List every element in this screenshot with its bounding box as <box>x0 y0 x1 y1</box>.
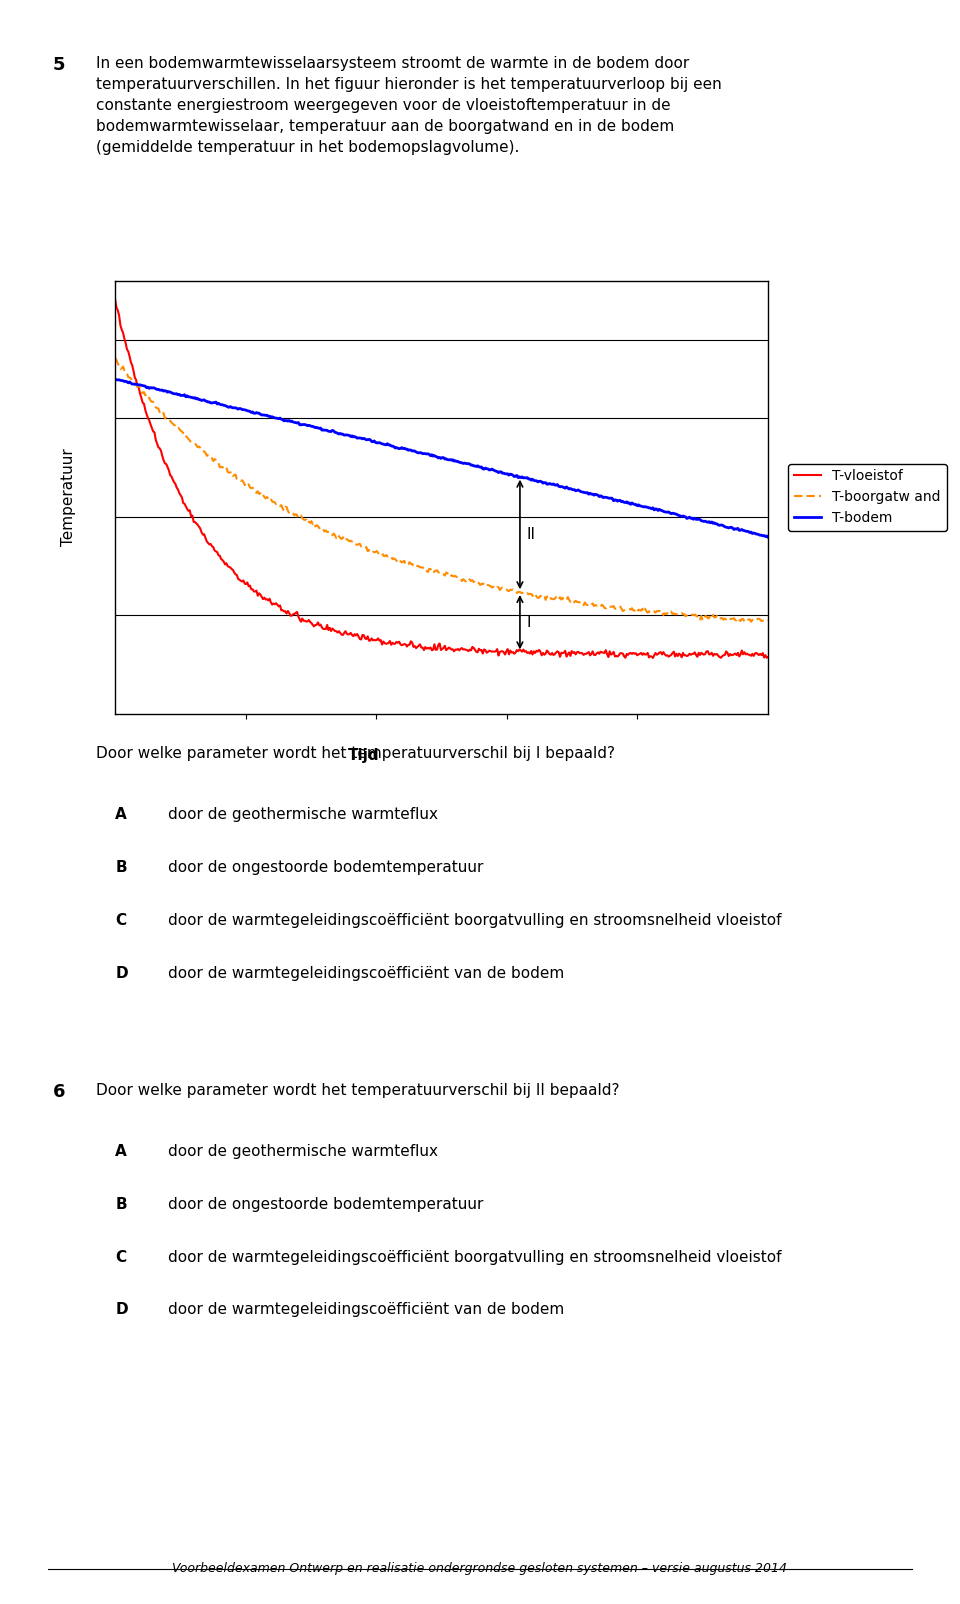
Text: Door welke parameter wordt het temperatuurverschil bij I bepaald?: Door welke parameter wordt het temperatu… <box>96 746 615 760</box>
Text: door de ongestoorde bodemtemperatuur: door de ongestoorde bodemtemperatuur <box>168 860 484 874</box>
Text: door de warmtegeleidingscoëfficiënt van de bodem: door de warmtegeleidingscoëfficiënt van … <box>168 1302 564 1317</box>
T-bodem <box>423 444 435 464</box>
Text: In een bodemwarmtewisselaarsysteem stroomt de warmte in de bodem door
temperatuu: In een bodemwarmtewisselaarsysteem stroo… <box>96 56 722 156</box>
T-bodem <box>747 525 758 544</box>
X-axis label: Tijd: Tijd <box>348 749 379 764</box>
Text: D: D <box>115 966 128 980</box>
Legend: T-vloeistof, T-boorgatw and, T-bodem: T-vloeistof, T-boorgatw and, T-bodem <box>788 464 947 531</box>
T-boorgatw and <box>644 603 656 622</box>
Text: C: C <box>115 1250 127 1264</box>
T-vloeistof <box>463 642 474 661</box>
Text: 5: 5 <box>53 56 65 74</box>
Text: door de warmtegeleidingscoëfficiënt van de bodem: door de warmtegeleidingscoëfficiënt van … <box>168 966 564 980</box>
T-boorgatw and <box>498 577 510 597</box>
T-vloeistof <box>498 643 510 662</box>
T-bodem <box>109 369 121 388</box>
T-boorgatw and <box>423 560 435 579</box>
T-boorgatw and <box>762 611 774 630</box>
Line: T-vloeistof: T-vloeistof <box>115 300 768 658</box>
Text: II: II <box>526 528 536 542</box>
T-vloeistof <box>420 637 431 656</box>
Text: door de warmtegeleidingscoëfficiënt boorgatvulling en stroomsnelheid vloeistof: door de warmtegeleidingscoëfficiënt boor… <box>168 913 781 927</box>
T-boorgatw and <box>109 348 121 367</box>
T-boorgatw and <box>420 558 431 577</box>
T-boorgatw and <box>463 569 474 589</box>
T-bodem <box>498 464 510 483</box>
Text: B: B <box>115 860 127 874</box>
T-bodem <box>644 499 656 518</box>
Text: I: I <box>526 614 531 630</box>
T-bodem <box>420 444 431 464</box>
Text: A: A <box>115 1144 127 1158</box>
T-vloeistof <box>748 646 759 666</box>
Y-axis label: Temperatuur: Temperatuur <box>61 449 76 545</box>
Text: 6: 6 <box>53 1083 65 1100</box>
T-boorgatw and <box>745 613 756 632</box>
Text: Voorbeeldexamen Ontwerp en realisatie ondergrondse gesloten systemen – versie au: Voorbeeldexamen Ontwerp en realisatie on… <box>173 1562 787 1575</box>
T-vloeistof <box>647 648 659 667</box>
Text: door de ongestoorde bodemtemperatuur: door de ongestoorde bodemtemperatuur <box>168 1197 484 1211</box>
Line: T-bodem: T-bodem <box>115 379 768 537</box>
Text: A: A <box>115 807 127 821</box>
Text: D: D <box>115 1302 128 1317</box>
T-vloeistof <box>644 646 656 666</box>
Text: door de geothermische warmteflux: door de geothermische warmteflux <box>168 1144 438 1158</box>
Text: door de geothermische warmteflux: door de geothermische warmteflux <box>168 807 438 821</box>
T-vloeistof <box>423 638 435 658</box>
T-bodem <box>762 528 774 547</box>
T-vloeistof <box>109 290 121 310</box>
T-vloeistof <box>762 648 774 667</box>
Text: B: B <box>115 1197 127 1211</box>
T-boorgatw and <box>748 611 759 630</box>
Line: T-boorgatw and: T-boorgatw and <box>115 358 768 622</box>
T-bodem <box>463 454 474 473</box>
Text: Door welke parameter wordt het temperatuurverschil bij II bepaald?: Door welke parameter wordt het temperatu… <box>96 1083 619 1097</box>
Text: door de warmtegeleidingscoëfficiënt boorgatvulling en stroomsnelheid vloeistof: door de warmtegeleidingscoëfficiënt boor… <box>168 1250 781 1264</box>
Text: C: C <box>115 913 127 927</box>
